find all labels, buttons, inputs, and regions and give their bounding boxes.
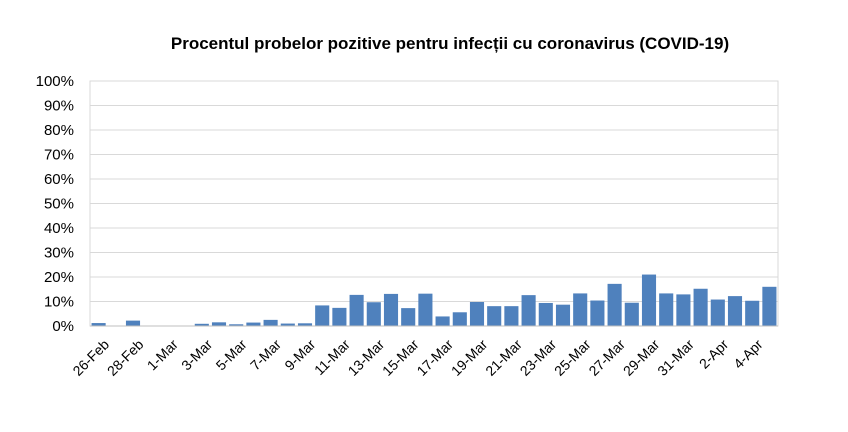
bar-2-Apr	[710, 299, 725, 326]
bar-18-Mar	[452, 312, 467, 326]
bar-4-Mar	[211, 322, 227, 326]
y-tick-label: 50%	[44, 196, 74, 213]
bar-8-Mar	[280, 323, 295, 326]
bar-19-Mar	[469, 301, 485, 326]
x-tick-label: 25-Mar	[551, 336, 594, 379]
bar-20-Mar	[487, 306, 502, 326]
grid-layer	[89, 80, 779, 327]
bar-12-Mar	[349, 294, 364, 326]
y-tick-label: 80%	[44, 122, 74, 139]
bar-layer	[91, 274, 777, 326]
bar-15-Mar	[401, 308, 416, 326]
bar-26-Feb	[91, 323, 106, 326]
bar-17-Mar	[435, 316, 450, 326]
bar-21-Mar	[504, 306, 519, 326]
bar-3-Apr	[727, 296, 743, 326]
x-tick-label: 26-Feb	[69, 336, 112, 379]
bar-6-Mar	[246, 322, 261, 326]
x-tick-label: 4-Apr	[730, 336, 766, 372]
x-tick-label: 2-Apr	[696, 336, 732, 372]
y-tick-label: 20%	[44, 269, 74, 286]
bar-10-Mar	[315, 305, 330, 326]
bar-23-Mar	[538, 302, 553, 326]
y-tick-label: 30%	[44, 245, 74, 262]
bar-24-Mar	[555, 304, 571, 326]
y-axis: 0% 10% 20% 30% 40% 50% 60% 70% 80% 90% 100%	[36, 73, 74, 335]
bar-13-Mar	[366, 302, 381, 326]
x-tick-label: 23-Mar	[517, 336, 560, 379]
y-tick-label: 70%	[44, 147, 74, 164]
x-tick-label: 31-Mar	[654, 336, 697, 379]
bar-31-Mar	[676, 294, 691, 326]
bar-16-Mar	[418, 293, 433, 326]
y-tick-label: 60%	[44, 171, 74, 188]
x-tick-label: 1-Mar	[144, 336, 181, 373]
bar-30-Mar	[659, 293, 674, 326]
chart-title: Procentul probelor pozitive pentru infec…	[170, 34, 730, 53]
x-tick-label: 19-Mar	[448, 336, 491, 379]
bar-4-Apr	[745, 300, 760, 326]
x-tick-label: 3-Mar	[178, 336, 215, 373]
bar-7-Mar	[263, 319, 278, 326]
bar-22-Mar	[521, 295, 536, 326]
x-tick-label: 11-Mar	[311, 336, 353, 378]
x-tick-label: 5-Mar	[213, 336, 250, 373]
bar-3-Mar	[194, 323, 209, 326]
y-tick-label: 0%	[52, 318, 74, 335]
bar-11-Mar	[332, 307, 347, 326]
x-tick-label: 28-Feb	[104, 336, 147, 379]
bar-5-Apr	[762, 286, 777, 326]
y-tick-label: 40%	[44, 220, 74, 237]
bar-26-Mar	[590, 300, 605, 326]
y-tick-label: 90%	[44, 98, 74, 115]
bar-14-Mar	[383, 293, 399, 326]
x-tick-label: 15-Mar	[379, 336, 422, 379]
bar-28-Feb	[125, 320, 141, 326]
bar-29-Mar	[641, 274, 657, 326]
x-tick-label: 27-Mar	[585, 336, 628, 379]
bar-9-Mar	[297, 323, 313, 326]
x-tick-label: 21-Mar	[482, 336, 525, 379]
bar-28-Mar	[624, 302, 639, 326]
x-tick-label: 13-Mar	[345, 336, 388, 379]
x-axis: 26-Feb28-Feb1-Mar3-Mar5-Mar7-Mar9-Mar11-…	[69, 325, 778, 379]
bar-25-Mar	[573, 293, 588, 326]
x-tick-label: 7-Mar	[247, 336, 284, 373]
y-tick-label: 10%	[44, 294, 74, 311]
bar-1-Apr	[693, 288, 708, 326]
x-tick-label: 29-Mar	[620, 336, 663, 379]
y-tick-label: 100%	[36, 73, 74, 90]
x-tick-label: 17-Mar	[413, 336, 456, 379]
bar-5-Mar	[229, 324, 244, 326]
bar-27-Mar	[607, 283, 622, 326]
